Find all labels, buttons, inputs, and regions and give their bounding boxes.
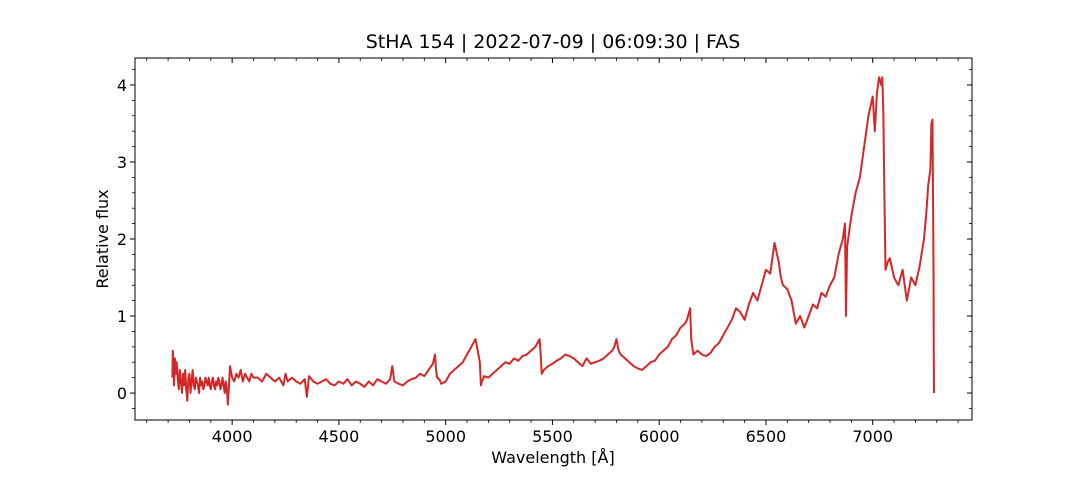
x-tick-label: 7000 (852, 427, 893, 446)
x-tick-label: 5000 (425, 427, 466, 446)
x-tick-label: 4500 (319, 427, 360, 446)
y-tick-label: 4 (117, 76, 127, 95)
y-tick-label: 2 (117, 230, 127, 249)
chart-title: StHA 154 | 2022-07-09 | 06:09:30 | FAS (366, 31, 741, 53)
plot-frame (134, 57, 973, 421)
y-axis-label: Relative flux (93, 189, 112, 288)
series-line-0 (171, 76, 935, 406)
x-tick-label: 6000 (639, 427, 680, 446)
x-tick-label: 4000 (212, 427, 253, 446)
x-axis-label: Wavelength [Å] (491, 448, 614, 467)
x-tick-label: 6500 (746, 427, 787, 446)
y-tick-label: 3 (117, 153, 127, 172)
y-tick-label: 1 (117, 307, 127, 326)
y-tick-label: 0 (117, 384, 127, 403)
x-tick-label: 5500 (532, 427, 573, 446)
plot-area: 4000 4500 5000 5500 6000 6500 7000 0 1 2 3 4 (117, 57, 973, 446)
